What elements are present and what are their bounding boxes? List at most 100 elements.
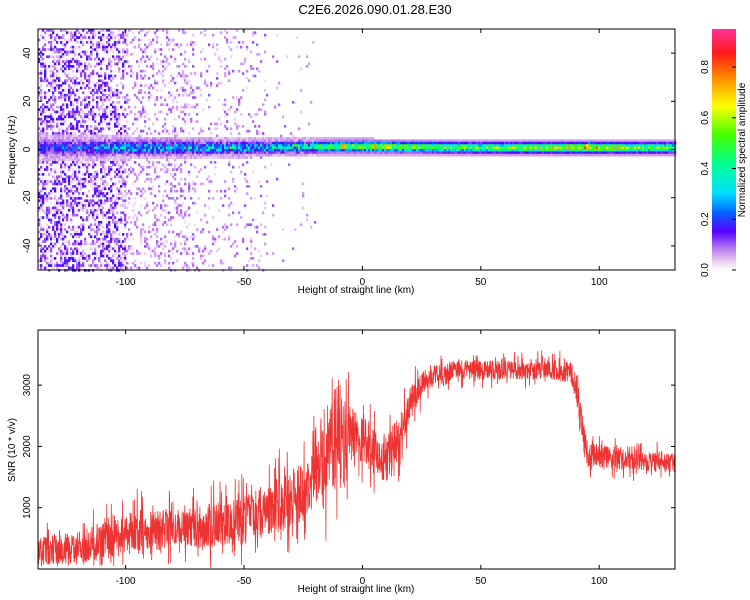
heatmap-cell [62,242,65,246]
heatmap-cell [74,139,77,143]
heatmap-cell [114,216,117,219]
heatmap-cell [186,139,189,143]
heatmap-cell [120,137,123,140]
heatmap-cell [70,38,73,42]
heatmap-cell [148,43,151,47]
heatmap-cell [40,257,43,260]
heatmap-cell [256,149,259,152]
heatmap-cell [114,170,117,174]
heatmap-cell [116,91,119,95]
heatmap-cell [452,151,455,155]
heatmap-cell [270,144,273,147]
heatmap-cell [212,151,215,155]
heatmap-cell [258,125,261,128]
heatmap-cell [282,144,285,147]
heatmap-cell [64,156,67,159]
heatmap-cell [486,151,489,155]
heatmap-cell [154,221,157,224]
heatmap-cell [70,266,73,270]
heatmap-cell [40,264,43,267]
heatmap-cell [114,158,117,162]
heatmap-cell [112,110,115,114]
heatmap-cell [370,137,373,140]
heatmap-cell [398,139,401,143]
heatmap-cell [272,204,275,207]
heatmap-cell [172,141,175,145]
heatmap-cell [330,146,333,150]
heatmap-cell [48,192,51,195]
heatmap-cell [96,53,99,56]
heatmap-cell [432,146,435,150]
heatmap-cell [494,141,497,145]
heatmap-cell [546,149,549,152]
heatmap-cell [60,96,63,99]
heatmap-cell [140,57,143,61]
heatmap-cell [86,57,89,61]
heatmap-cell [246,144,249,147]
heatmap-cell [218,209,221,212]
heatmap-cell [66,230,69,234]
heatmap-cell [90,137,93,140]
heatmap-cell [130,156,133,159]
heatmap-cell [256,137,259,140]
heatmap-cell [164,254,167,258]
heatmap-cell [304,153,307,157]
heatmap-cell [76,177,79,181]
heatmap-cell [58,36,61,39]
heatmap-cell [166,168,169,171]
heatmap-cell [260,223,263,227]
heatmap-cell [184,65,187,68]
heatmap-cell [196,86,199,90]
heatmap-cell [372,149,375,152]
heatmap-cell [162,156,165,159]
heatmap-cell [180,163,183,167]
heatmap-cell [104,161,107,164]
heatmap-cell [116,242,119,246]
heatmap-cell [216,134,219,138]
heatmap-cell [182,86,185,90]
heatmap-cell [54,245,57,248]
heatmap-cell [60,156,63,159]
heatmap-cell [56,237,59,241]
heatmap-cell [356,139,359,143]
heatmap-cell [148,38,151,42]
heatmap-cell [126,252,129,255]
heatmap-cell [54,170,57,174]
heatmap-cell [132,204,135,207]
heatmap-cell [390,144,393,147]
heatmap-cell [310,101,313,104]
heatmap-cell [76,242,79,246]
heatmap-cell [58,132,61,135]
heatmap-cell [56,110,59,114]
heatmap-cell [452,144,455,147]
heatmap-cell [232,153,235,157]
heatmap-cell [60,259,63,263]
heatmap-cell [90,223,93,227]
heatmap-cell [152,201,155,205]
heatmap-cell [450,151,453,155]
heatmap-cell [68,50,71,54]
heatmap-cell [50,149,53,152]
heatmap-cell [136,151,139,155]
heatmap-cell [414,144,417,147]
heatmap-cell [124,245,127,248]
heatmap-cell [58,137,61,140]
heatmap-cell [348,139,351,143]
heatmap-cell [286,141,289,145]
heatmap-cell [74,115,77,119]
heatmap-cell [100,223,103,227]
heatmap-cell [84,74,87,78]
heatmap-cell [118,237,121,241]
heatmap-cell [114,240,117,243]
heatmap-cell [132,72,135,75]
heatmap-cell [102,194,105,198]
heatmap-cell [76,189,79,193]
heatmap-cell [236,127,239,131]
heatmap-cell [118,151,121,155]
heatmap-cell [316,139,319,143]
heatmap-cell [112,33,115,37]
heatmap-cell [110,144,113,147]
heatmap-cell [216,153,219,157]
heatmap-cell [122,41,125,44]
heatmap-cell [146,139,149,143]
